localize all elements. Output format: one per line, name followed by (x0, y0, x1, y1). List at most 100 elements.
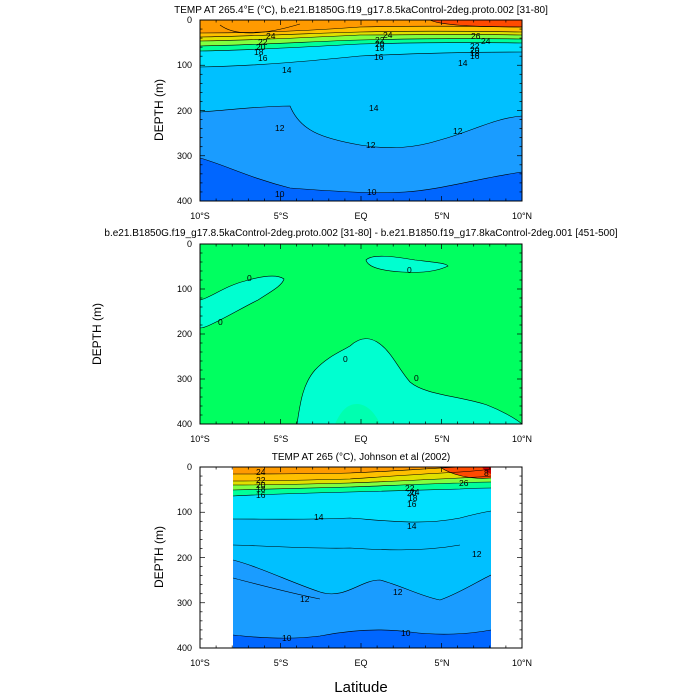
x-tick-label: 5°S (274, 658, 289, 668)
y-tick-label: 0 (187, 462, 192, 472)
contour-label: 14 (458, 58, 468, 68)
contour-label: 18 (256, 484, 266, 494)
contour-label: 24 (256, 467, 266, 477)
panel-1-contour-lines (200, 20, 522, 193)
panel-2-plot-area: 0 0 0 0 0 (200, 244, 522, 424)
panel-1-title: TEMP AT 265.4°E (°C), b.e21.B1850G.f19_g… (174, 5, 548, 16)
contour-label: 20 (470, 45, 480, 55)
panel-3-plot-area: 24 22 20 18 16 14 14 12 12 12 10 10 24 2… (233, 467, 491, 648)
y-tick-label: 400 (177, 643, 192, 653)
contour-label: 16 (258, 53, 268, 63)
negative-region-south (296, 338, 522, 424)
panel-1-axis-ticks (199, 19, 523, 202)
negative-region-north (365, 255, 449, 273)
x-tick-label: EQ (354, 211, 367, 221)
contour-label: 12 (275, 123, 285, 133)
contour-label: 16 (407, 499, 417, 509)
contour-label: 12 (453, 126, 463, 136)
y-tick-label: 200 (177, 106, 192, 116)
contour-label: 8 (484, 468, 489, 478)
panel-3-contour-lines (233, 467, 491, 639)
contour-label: 20 (375, 39, 385, 49)
x-tick-label: 10°N (512, 434, 532, 444)
contour-label: 14 (314, 512, 324, 522)
panel-3-axis-ticks (199, 466, 523, 649)
panel-3-contour-labels: 24 22 20 18 16 14 14 12 12 12 10 10 24 2… (256, 467, 489, 643)
contour-label: 26 (459, 478, 469, 488)
x-tick-label: 10°S (190, 658, 210, 668)
y-tick-label: 200 (177, 329, 192, 339)
panel-1-contour-labels: 24 22 20 18 16 14 14 14 12 12 12 10 10 2… (254, 30, 491, 199)
contour-label: 20 (407, 488, 417, 498)
contour-label: 18 (408, 493, 418, 503)
contour-label: 0 (343, 354, 348, 364)
panel-1-x-tick-labels: 10°S 5°S EQ 5°N 10°N (190, 211, 532, 221)
band-above-26 (440, 467, 491, 479)
y-tick-label: 0 (187, 239, 192, 249)
panel-3: TEMP AT 265 (°C), Johnson et al (2002) (152, 452, 532, 668)
panel-3-x-tick-labels: 10°S 5°S EQ 5°N 10°N (190, 658, 532, 668)
contour-label: 24 (410, 487, 420, 497)
contour-label: 22 (470, 41, 480, 51)
contour-label: 14 (407, 521, 417, 531)
x-tick-label: 10°S (190, 211, 210, 221)
contour-label: 10 (367, 187, 377, 197)
x-tick-label: 10°S (190, 434, 210, 444)
negative-region-west (200, 275, 285, 329)
contour-label: 14 (282, 65, 292, 75)
contour-label: 18 (254, 47, 264, 57)
contour-label: 0 (414, 373, 419, 383)
figure-x-axis-label: Latitude (334, 679, 387, 696)
panel-3-title: TEMP AT 265 (°C), Johnson et al (2002) (272, 452, 451, 463)
contour-label: 22 (375, 35, 385, 45)
contour-label: 20 (256, 480, 266, 490)
contour-label: 18 (375, 43, 385, 53)
y-tick-label: 300 (177, 374, 192, 384)
contour-label: 0 (218, 317, 223, 327)
panel-2: b.e21.B1850G.f19_g17.8.5kaControl-2deg.p… (90, 228, 618, 444)
panel-2-x-tick-labels: 10°S 5°S EQ 5°N 10°N (190, 434, 532, 444)
y-tick-label: 0 (187, 15, 192, 25)
contour-label: 12 (472, 549, 482, 559)
y-tick-label: 300 (177, 598, 192, 608)
contour-label: 26 (471, 31, 481, 41)
panel-3-y-tick-labels: 0 100 200 300 400 (177, 462, 192, 653)
x-tick-label: 5°N (434, 658, 449, 668)
panel-3-y-axis-label: DEPTH (m) (152, 526, 166, 588)
panel-2-y-axis-label: DEPTH (m) (90, 303, 104, 365)
contour-label: 12 (366, 140, 376, 150)
contour-label: 10 (401, 628, 411, 638)
band-above-26 (430, 20, 522, 27)
contour-label: 0 (247, 273, 252, 283)
negative-region-south-inner (335, 404, 380, 424)
band-above-28 (482, 467, 491, 474)
panel-1-y-tick-labels: 0 100 200 300 400 (177, 15, 192, 206)
y-tick-label: 400 (177, 196, 192, 206)
x-tick-label: 10°N (512, 211, 532, 221)
contour-label: 10 (282, 633, 292, 643)
y-tick-label: 300 (177, 151, 192, 161)
panel-2-axis-ticks (199, 243, 523, 425)
contour-label: 12 (300, 594, 310, 604)
contour-label: 20 (256, 42, 266, 52)
contour-label: 22 (258, 37, 268, 47)
x-tick-label: 10°N (512, 658, 532, 668)
x-tick-label: 5°S (274, 434, 289, 444)
x-tick-label: 5°N (434, 434, 449, 444)
y-tick-label: 100 (177, 284, 192, 294)
panel-2-contour-labels: 0 0 0 0 0 (218, 265, 419, 383)
x-tick-label: EQ (354, 658, 367, 668)
contour-label: 22 (405, 483, 415, 493)
contour-label: 16 (470, 51, 480, 61)
contour-label: 18 (470, 48, 480, 58)
x-tick-label: 5°N (434, 211, 449, 221)
x-tick-label: 5°S (274, 211, 289, 221)
contour-label: 12 (393, 587, 403, 597)
contour-label: 16 (374, 52, 384, 62)
contour-label: 16 (256, 490, 266, 500)
panel-1-plot-area: 24 22 20 18 16 14 14 14 12 12 12 10 10 2… (200, 20, 522, 201)
contour-label: 24 (481, 36, 491, 46)
y-tick-label: 200 (177, 553, 192, 563)
x-tick-label: EQ (354, 434, 367, 444)
y-tick-label: 400 (177, 419, 192, 429)
